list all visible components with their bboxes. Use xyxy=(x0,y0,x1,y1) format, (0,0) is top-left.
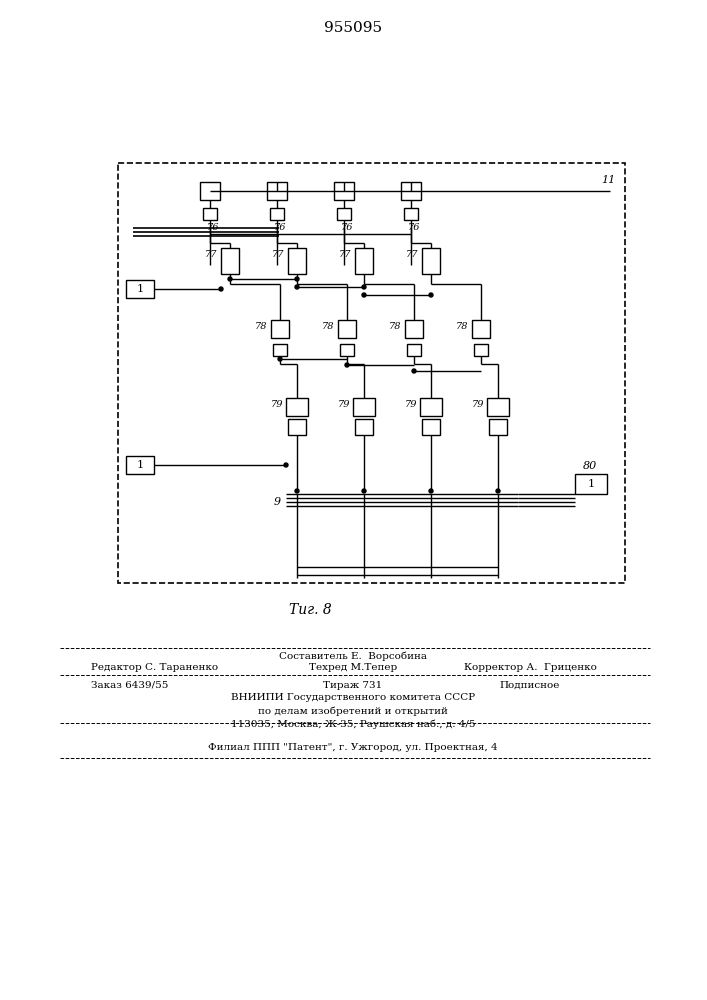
Text: Составитель Е.  Ворсобина: Составитель Е. Ворсобина xyxy=(279,651,427,661)
Text: Редактор С. Тараненко: Редактор С. Тараненко xyxy=(91,662,218,672)
Text: 76: 76 xyxy=(341,223,354,232)
Bar xyxy=(267,182,287,200)
Bar xyxy=(404,208,418,220)
Text: 77: 77 xyxy=(406,250,418,259)
Bar xyxy=(286,398,308,416)
Circle shape xyxy=(295,489,299,493)
Text: 1: 1 xyxy=(136,460,144,470)
Text: Τиг. 8: Τиг. 8 xyxy=(288,603,332,617)
Text: 79: 79 xyxy=(337,400,350,409)
Bar xyxy=(474,344,488,356)
Circle shape xyxy=(295,285,299,289)
Text: 80: 80 xyxy=(583,461,597,471)
Bar xyxy=(407,344,421,356)
Bar xyxy=(273,344,287,356)
Bar xyxy=(288,419,306,435)
Text: 78: 78 xyxy=(389,322,401,331)
Bar xyxy=(472,320,490,338)
Circle shape xyxy=(278,357,282,361)
Text: 9: 9 xyxy=(274,497,281,507)
Bar xyxy=(221,248,239,274)
Circle shape xyxy=(412,369,416,373)
Text: 78: 78 xyxy=(255,322,267,331)
Bar xyxy=(355,248,373,274)
Bar xyxy=(334,182,354,200)
Text: 79: 79 xyxy=(271,400,283,409)
Circle shape xyxy=(228,277,232,281)
Text: 76: 76 xyxy=(206,223,219,232)
Bar xyxy=(118,163,625,583)
Bar xyxy=(575,474,607,494)
Text: Техред М.Тепер: Техред М.Тепер xyxy=(309,662,397,672)
Text: 955095: 955095 xyxy=(324,21,382,35)
Circle shape xyxy=(362,285,366,289)
Text: 113035, Москва, Ж-35, Раушская наб., д. 4/5: 113035, Москва, Ж-35, Раушская наб., д. … xyxy=(230,719,475,729)
Text: 78: 78 xyxy=(455,322,468,331)
Bar xyxy=(271,320,289,338)
Text: 76: 76 xyxy=(408,223,420,232)
Circle shape xyxy=(295,277,299,281)
Bar xyxy=(353,398,375,416)
Text: 1: 1 xyxy=(136,284,144,294)
Circle shape xyxy=(345,363,349,367)
Bar xyxy=(487,398,509,416)
Bar xyxy=(126,280,154,298)
Text: Филиал ППП "Патент", г. Ужгород, ул. Проектная, 4: Филиал ППП "Патент", г. Ужгород, ул. Про… xyxy=(208,744,498,752)
Bar xyxy=(126,456,154,474)
Text: Заказ 6439/55: Заказ 6439/55 xyxy=(91,680,169,690)
Circle shape xyxy=(284,463,288,467)
Text: 11: 11 xyxy=(601,175,615,185)
Bar xyxy=(340,344,354,356)
Bar xyxy=(422,248,440,274)
Bar xyxy=(337,208,351,220)
Text: Подписное: Подписное xyxy=(500,680,560,690)
Circle shape xyxy=(362,293,366,297)
Circle shape xyxy=(429,489,433,493)
Bar xyxy=(422,419,440,435)
Text: 78: 78 xyxy=(322,322,334,331)
Bar xyxy=(270,208,284,220)
Bar xyxy=(401,182,421,200)
Circle shape xyxy=(496,489,500,493)
Bar xyxy=(405,320,423,338)
Text: 77: 77 xyxy=(204,250,217,259)
Text: Тираж 731: Тираж 731 xyxy=(323,680,382,690)
Text: по делам изобретений и открытий: по делам изобретений и открытий xyxy=(258,706,448,716)
Bar xyxy=(200,182,220,200)
Circle shape xyxy=(429,293,433,297)
Text: 77: 77 xyxy=(339,250,351,259)
Circle shape xyxy=(362,489,366,493)
Circle shape xyxy=(219,287,223,291)
Bar xyxy=(420,398,442,416)
Text: 79: 79 xyxy=(472,400,484,409)
Bar xyxy=(355,419,373,435)
Text: 79: 79 xyxy=(404,400,417,409)
Bar xyxy=(338,320,356,338)
Text: Корректор А.  Гриценко: Корректор А. Гриценко xyxy=(464,662,597,672)
Bar xyxy=(288,248,306,274)
Bar xyxy=(203,208,217,220)
Bar xyxy=(489,419,507,435)
Text: 77: 77 xyxy=(271,250,284,259)
Text: ВНИИПИ Государственного комитета СССР: ВНИИПИ Государственного комитета СССР xyxy=(231,694,475,702)
Text: 1: 1 xyxy=(588,479,595,489)
Text: 76: 76 xyxy=(274,223,286,232)
